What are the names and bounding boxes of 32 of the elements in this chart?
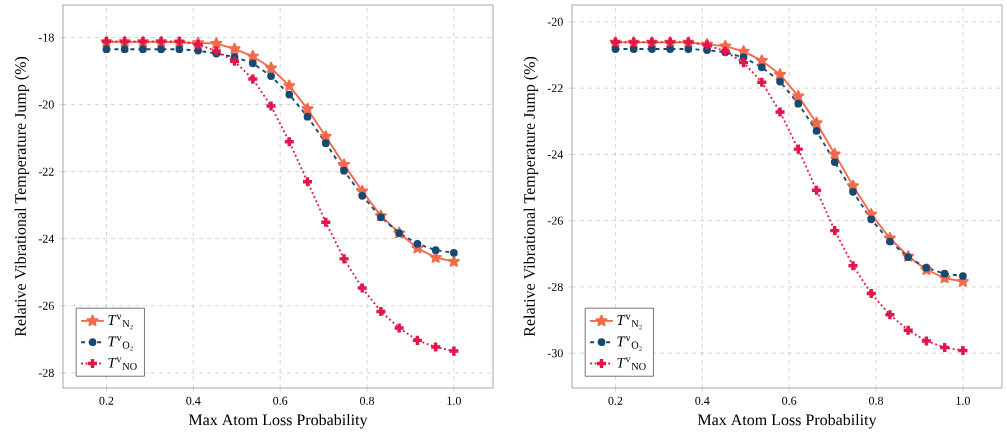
y-tick-label: -22 bbox=[38, 167, 54, 176]
y-tick-label: -24 bbox=[547, 150, 564, 159]
y-axis-title: Relative Vibrational Temperature Jump (%) bbox=[14, 56, 30, 337]
legend-label: T$^{v}$NO bbox=[108, 357, 137, 370]
x-tick-label: 0.2 bbox=[608, 396, 623, 405]
y-tick-label: -28 bbox=[38, 368, 54, 377]
x-tick-label: 0.6 bbox=[782, 396, 797, 405]
y-tick-label: -18 bbox=[38, 33, 54, 42]
y-tick-label: -24 bbox=[38, 234, 55, 243]
y-axis-title: Relative Vibrational Temperature Jump (%) bbox=[523, 56, 539, 337]
x-tick-label: 0.2 bbox=[99, 396, 114, 405]
y-tick-label: -22 bbox=[547, 84, 563, 93]
x-tick-label: 0.4 bbox=[695, 396, 710, 405]
y-tick-label: -30 bbox=[547, 349, 563, 358]
x-axis-title: Max Atom Loss Probability bbox=[697, 414, 877, 429]
y-tick-label: -20 bbox=[38, 100, 54, 109]
legend-label: T$^{v}$O₂ bbox=[108, 336, 133, 351]
y-tick-label: -20 bbox=[547, 17, 563, 26]
x-tick-label: 0.8 bbox=[359, 396, 375, 405]
legend-label: T$^{v}$N₂ bbox=[617, 314, 642, 330]
x-tick-label: 1.0 bbox=[956, 396, 970, 405]
x-axis-title: Max Atom Loss Probability bbox=[188, 414, 368, 429]
x-tick-label: 0.4 bbox=[186, 396, 201, 405]
legend-label: T$^{v}$O₂ bbox=[617, 336, 642, 351]
y-tick-label: -26 bbox=[38, 301, 54, 310]
legend-label: T$^{v}$N₂ bbox=[108, 314, 133, 330]
x-tick-label: 0.6 bbox=[273, 396, 288, 405]
y-tick-label: -26 bbox=[547, 216, 563, 225]
x-tick-label: 1.0 bbox=[447, 396, 461, 405]
y-tick-label: -28 bbox=[547, 282, 563, 291]
legend-label: T$^{v}$NO bbox=[617, 357, 646, 370]
x-tick-label: 0.8 bbox=[868, 396, 884, 405]
